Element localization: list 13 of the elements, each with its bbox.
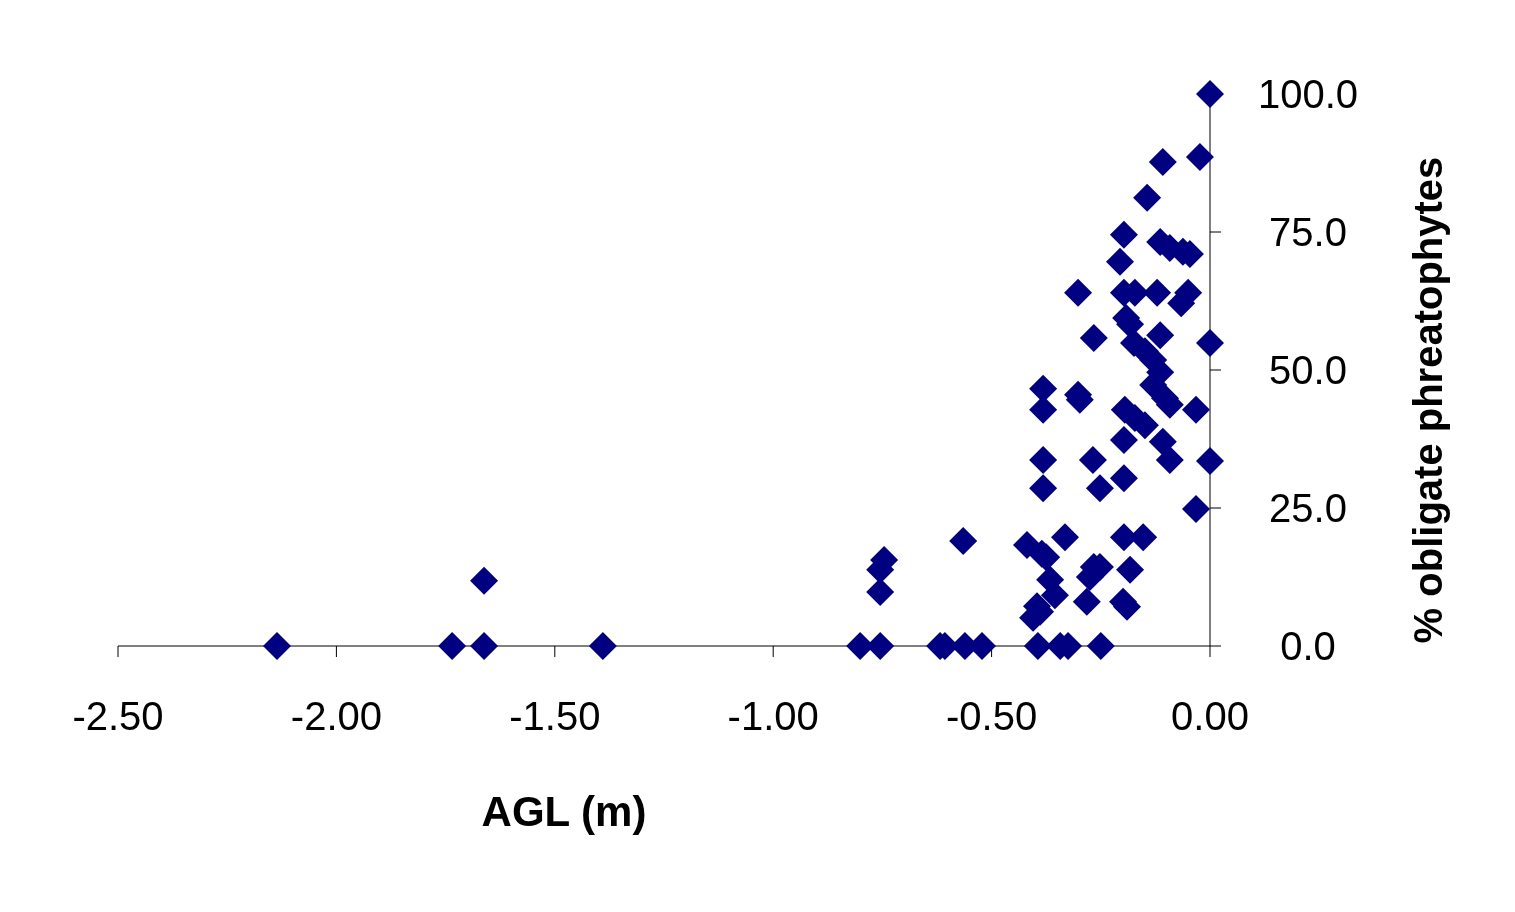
x-tick-label: 0.00	[1171, 694, 1249, 738]
y-tick-label: 25.0	[1269, 486, 1347, 530]
x-tick-label: -1.00	[727, 694, 819, 738]
y-axis-title: % obligate phreatophytes	[1406, 156, 1450, 644]
x-tick-label: -2.50	[72, 694, 164, 738]
y-tick-label: 100.0	[1257, 72, 1359, 116]
x-tick-label: -0.50	[946, 694, 1038, 738]
x-tick-label: -2.00	[290, 694, 382, 738]
x-axis-title: AGL (m)	[481, 788, 647, 835]
y-tick-label: 75.0	[1269, 210, 1347, 254]
y-tick-label: 50.0	[1269, 348, 1347, 392]
y-tick-label: 0.0	[1280, 624, 1336, 668]
x-tick-label: -1.50	[509, 694, 601, 738]
